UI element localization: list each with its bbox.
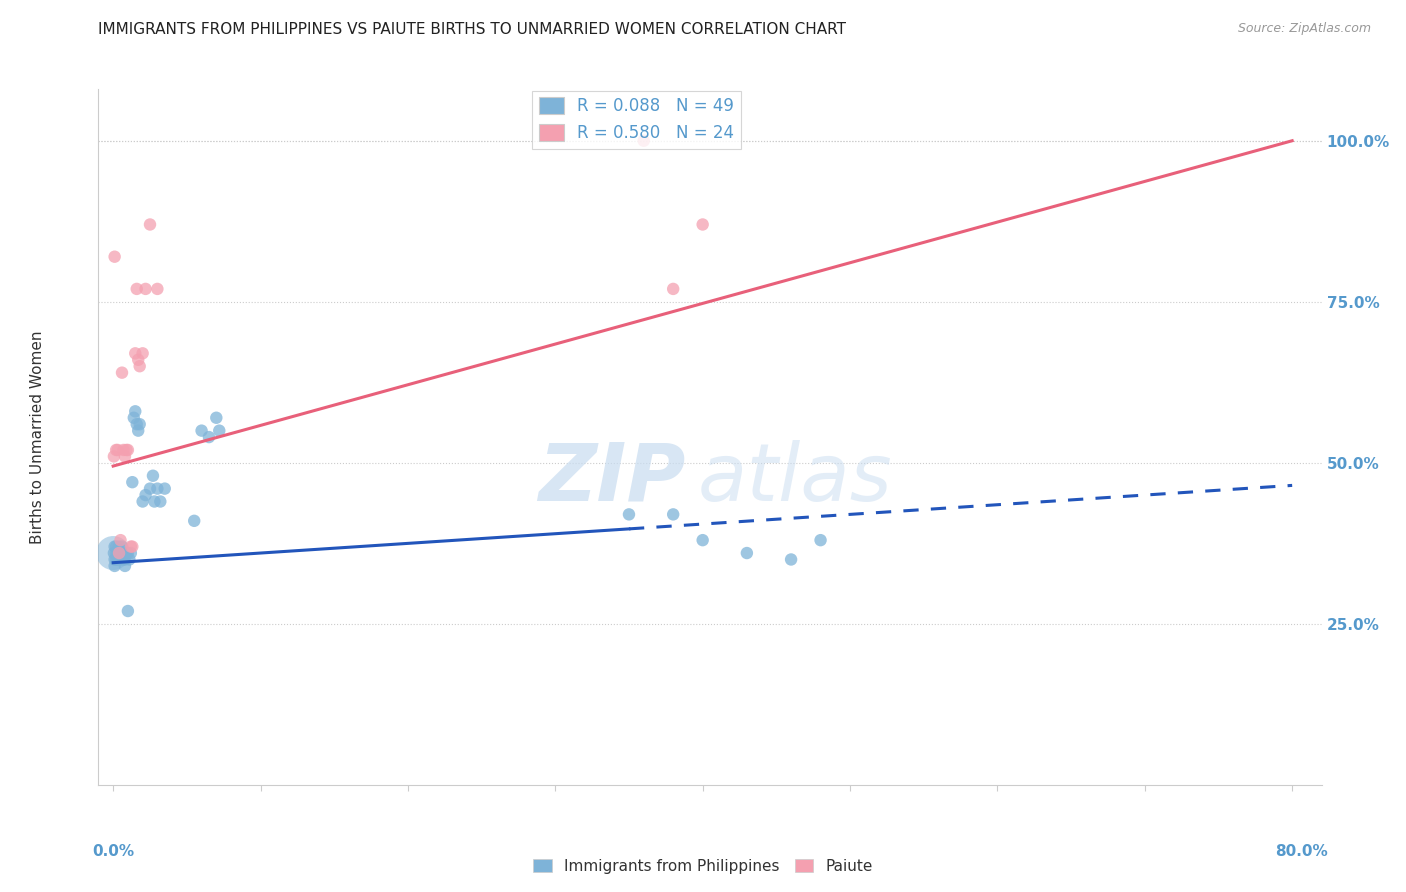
Point xyxy=(146,282,169,296)
Point xyxy=(127,424,149,438)
Point xyxy=(105,552,128,566)
Text: Source: ZipAtlas.com: Source: ZipAtlas.com xyxy=(1237,22,1371,36)
Point xyxy=(633,134,655,148)
Point xyxy=(104,558,127,573)
Point xyxy=(103,450,125,464)
Point xyxy=(617,508,640,522)
Point xyxy=(110,533,132,548)
Text: 80.0%: 80.0% xyxy=(1275,844,1327,859)
Point xyxy=(107,442,129,457)
Point xyxy=(121,475,143,490)
Point xyxy=(115,442,138,457)
Point xyxy=(131,494,153,508)
Point xyxy=(120,546,142,560)
Point xyxy=(114,552,136,566)
Point xyxy=(101,546,124,560)
Point xyxy=(103,546,125,560)
Point xyxy=(111,546,134,560)
Point xyxy=(125,282,148,296)
Point xyxy=(127,352,149,367)
Point xyxy=(153,482,176,496)
Point xyxy=(125,417,148,432)
Point xyxy=(117,442,139,457)
Point xyxy=(120,540,142,554)
Point xyxy=(105,546,128,560)
Point xyxy=(105,540,128,554)
Point xyxy=(105,442,128,457)
Point xyxy=(662,282,685,296)
Point xyxy=(121,540,143,554)
Point xyxy=(117,604,139,618)
Point xyxy=(114,450,136,464)
Point xyxy=(143,494,166,508)
Point xyxy=(114,558,136,573)
Point xyxy=(139,482,162,496)
Point xyxy=(205,410,228,425)
Point xyxy=(110,546,132,560)
Point xyxy=(149,494,172,508)
Point xyxy=(131,346,153,360)
Point xyxy=(112,552,135,566)
Point xyxy=(118,552,141,566)
Point xyxy=(104,552,127,566)
Point xyxy=(735,546,758,560)
Point xyxy=(190,424,212,438)
Point xyxy=(208,424,231,438)
Point xyxy=(128,417,150,432)
Point xyxy=(146,482,169,496)
Text: ZIP: ZIP xyxy=(538,440,686,518)
Point xyxy=(139,218,162,232)
Text: Births to Unmarried Women: Births to Unmarried Women xyxy=(30,330,45,544)
Point xyxy=(111,540,134,554)
Point xyxy=(128,359,150,374)
Point xyxy=(142,468,165,483)
Point xyxy=(104,250,127,264)
Text: atlas: atlas xyxy=(697,440,893,518)
Point xyxy=(198,430,221,444)
Point xyxy=(112,442,135,457)
Point xyxy=(108,546,131,560)
Point xyxy=(183,514,205,528)
Legend: Immigrants from Philippines, Paiute: Immigrants from Philippines, Paiute xyxy=(527,853,879,880)
Point xyxy=(110,552,132,566)
Point xyxy=(107,552,129,566)
Point xyxy=(692,218,714,232)
Text: IMMIGRANTS FROM PHILIPPINES VS PAIUTE BIRTHS TO UNMARRIED WOMEN CORRELATION CHAR: IMMIGRANTS FROM PHILIPPINES VS PAIUTE BI… xyxy=(98,22,846,37)
Point xyxy=(104,540,127,554)
Point xyxy=(108,540,131,554)
Point xyxy=(124,404,146,418)
Point xyxy=(117,546,139,560)
Point xyxy=(111,366,134,380)
Point xyxy=(122,410,145,425)
Point xyxy=(115,546,138,560)
Point xyxy=(112,546,135,560)
Point xyxy=(135,488,157,502)
Text: 0.0%: 0.0% xyxy=(93,844,135,859)
Point xyxy=(108,546,131,560)
Point xyxy=(662,508,685,522)
Point xyxy=(692,533,714,548)
Point xyxy=(107,546,129,560)
Point xyxy=(780,552,803,566)
Point xyxy=(124,346,146,360)
Point xyxy=(135,282,157,296)
Point xyxy=(810,533,832,548)
Legend: R = 0.088   N = 49, R = 0.580   N = 24: R = 0.088 N = 49, R = 0.580 N = 24 xyxy=(533,91,741,149)
